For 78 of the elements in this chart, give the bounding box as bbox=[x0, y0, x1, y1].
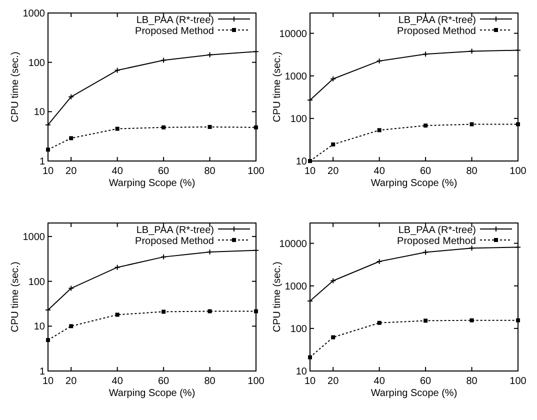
y-tick-label: 1 bbox=[39, 156, 46, 168]
point bbox=[470, 122, 474, 126]
x-tick-label: 40 bbox=[112, 166, 124, 177]
y-axis-title: CPU time (sec.) bbox=[10, 262, 21, 332]
y-tick-label: 100 bbox=[290, 114, 308, 125]
x-tick-label: 60 bbox=[420, 376, 432, 387]
x-tick-label: 100 bbox=[248, 166, 265, 177]
legend-label: LB_PAA (R*-tree) bbox=[398, 225, 476, 236]
x-tick-label: 20 bbox=[66, 376, 78, 387]
x-tick-label: 40 bbox=[374, 166, 386, 177]
x-tick-label: 40 bbox=[112, 376, 124, 387]
point bbox=[46, 148, 50, 152]
x-tick-label: 10 bbox=[304, 166, 316, 177]
y-tick-label: 10 bbox=[34, 107, 46, 118]
x-tick-label: 80 bbox=[466, 166, 478, 177]
y-axis-title: CPU time (sec.) bbox=[272, 262, 283, 332]
x-tick-label: 80 bbox=[204, 166, 216, 177]
x-axis-title: Warping Scope (%) bbox=[108, 388, 196, 399]
point bbox=[308, 355, 312, 360]
y-tick-label: 10 bbox=[296, 366, 308, 378]
point bbox=[470, 318, 474, 322]
y-tick-label: 1000 bbox=[284, 71, 308, 82]
point bbox=[424, 124, 428, 128]
y-tick-label: 1000 bbox=[22, 232, 46, 243]
x-tick-label: 20 bbox=[328, 376, 340, 387]
point bbox=[254, 125, 258, 130]
point bbox=[115, 126, 120, 131]
point bbox=[69, 136, 74, 140]
x-tick-label: 40 bbox=[374, 376, 386, 387]
x-tick-label: 100 bbox=[248, 376, 265, 387]
point bbox=[308, 159, 312, 163]
legend-label: Proposed Method bbox=[135, 26, 214, 37]
point bbox=[162, 310, 166, 314]
y-tick-label: 1 bbox=[39, 366, 46, 378]
x-tick-label: 20 bbox=[328, 166, 340, 177]
x-tick-label: 60 bbox=[420, 166, 432, 177]
point bbox=[424, 318, 428, 323]
point bbox=[377, 320, 382, 325]
y-axis-title: CPU time (sec.) bbox=[10, 52, 21, 122]
x-tick-label: 100 bbox=[510, 376, 527, 387]
point bbox=[331, 142, 336, 146]
x-tick-label: 80 bbox=[466, 376, 478, 387]
legend-label: Proposed Method bbox=[135, 236, 214, 247]
legend-label: LB_PAA (R*-tree) bbox=[398, 15, 476, 26]
x-tick-label: 10 bbox=[304, 376, 316, 387]
point bbox=[516, 122, 520, 126]
legend-label: LB_PAA (R*-tree) bbox=[136, 225, 214, 236]
x-axis-title: Warping Scope (%) bbox=[370, 178, 458, 189]
legend-label: LB_PAA (R*-tree) bbox=[136, 15, 214, 26]
legend-label: Proposed Method bbox=[397, 26, 476, 37]
y-tick-label: 1000 bbox=[284, 281, 308, 292]
x-tick-label: 60 bbox=[158, 376, 170, 387]
y-tick-label: 10000 bbox=[279, 28, 308, 40]
y-tick-label: 10 bbox=[296, 156, 308, 168]
point bbox=[254, 309, 258, 314]
point bbox=[162, 125, 166, 130]
point bbox=[208, 124, 212, 129]
y-axis-title: CPU time (sec.) bbox=[272, 52, 283, 122]
point bbox=[46, 338, 50, 342]
y-tick-label: 10000 bbox=[279, 238, 308, 250]
x-tick-label: 80 bbox=[204, 376, 216, 387]
x-tick-label: 60 bbox=[158, 166, 170, 177]
y-tick-label: 100 bbox=[28, 58, 46, 69]
x-axis-title: Warping Scope (%) bbox=[108, 178, 196, 189]
y-tick-label: 10 bbox=[34, 322, 46, 333]
point bbox=[331, 335, 336, 340]
x-tick-label: 20 bbox=[66, 166, 78, 177]
y-tick-label: 100 bbox=[28, 276, 46, 288]
point bbox=[69, 324, 74, 328]
point bbox=[377, 128, 382, 132]
y-tick-label: 100 bbox=[290, 324, 308, 335]
y-tick-label: 1000 bbox=[22, 8, 46, 20]
point bbox=[115, 312, 120, 317]
legend-label: Proposed Method bbox=[397, 236, 476, 247]
point bbox=[208, 309, 212, 314]
x-tick-label: 100 bbox=[510, 166, 527, 177]
point bbox=[516, 318, 520, 322]
x-axis-title: Warping Scope (%) bbox=[370, 388, 458, 399]
